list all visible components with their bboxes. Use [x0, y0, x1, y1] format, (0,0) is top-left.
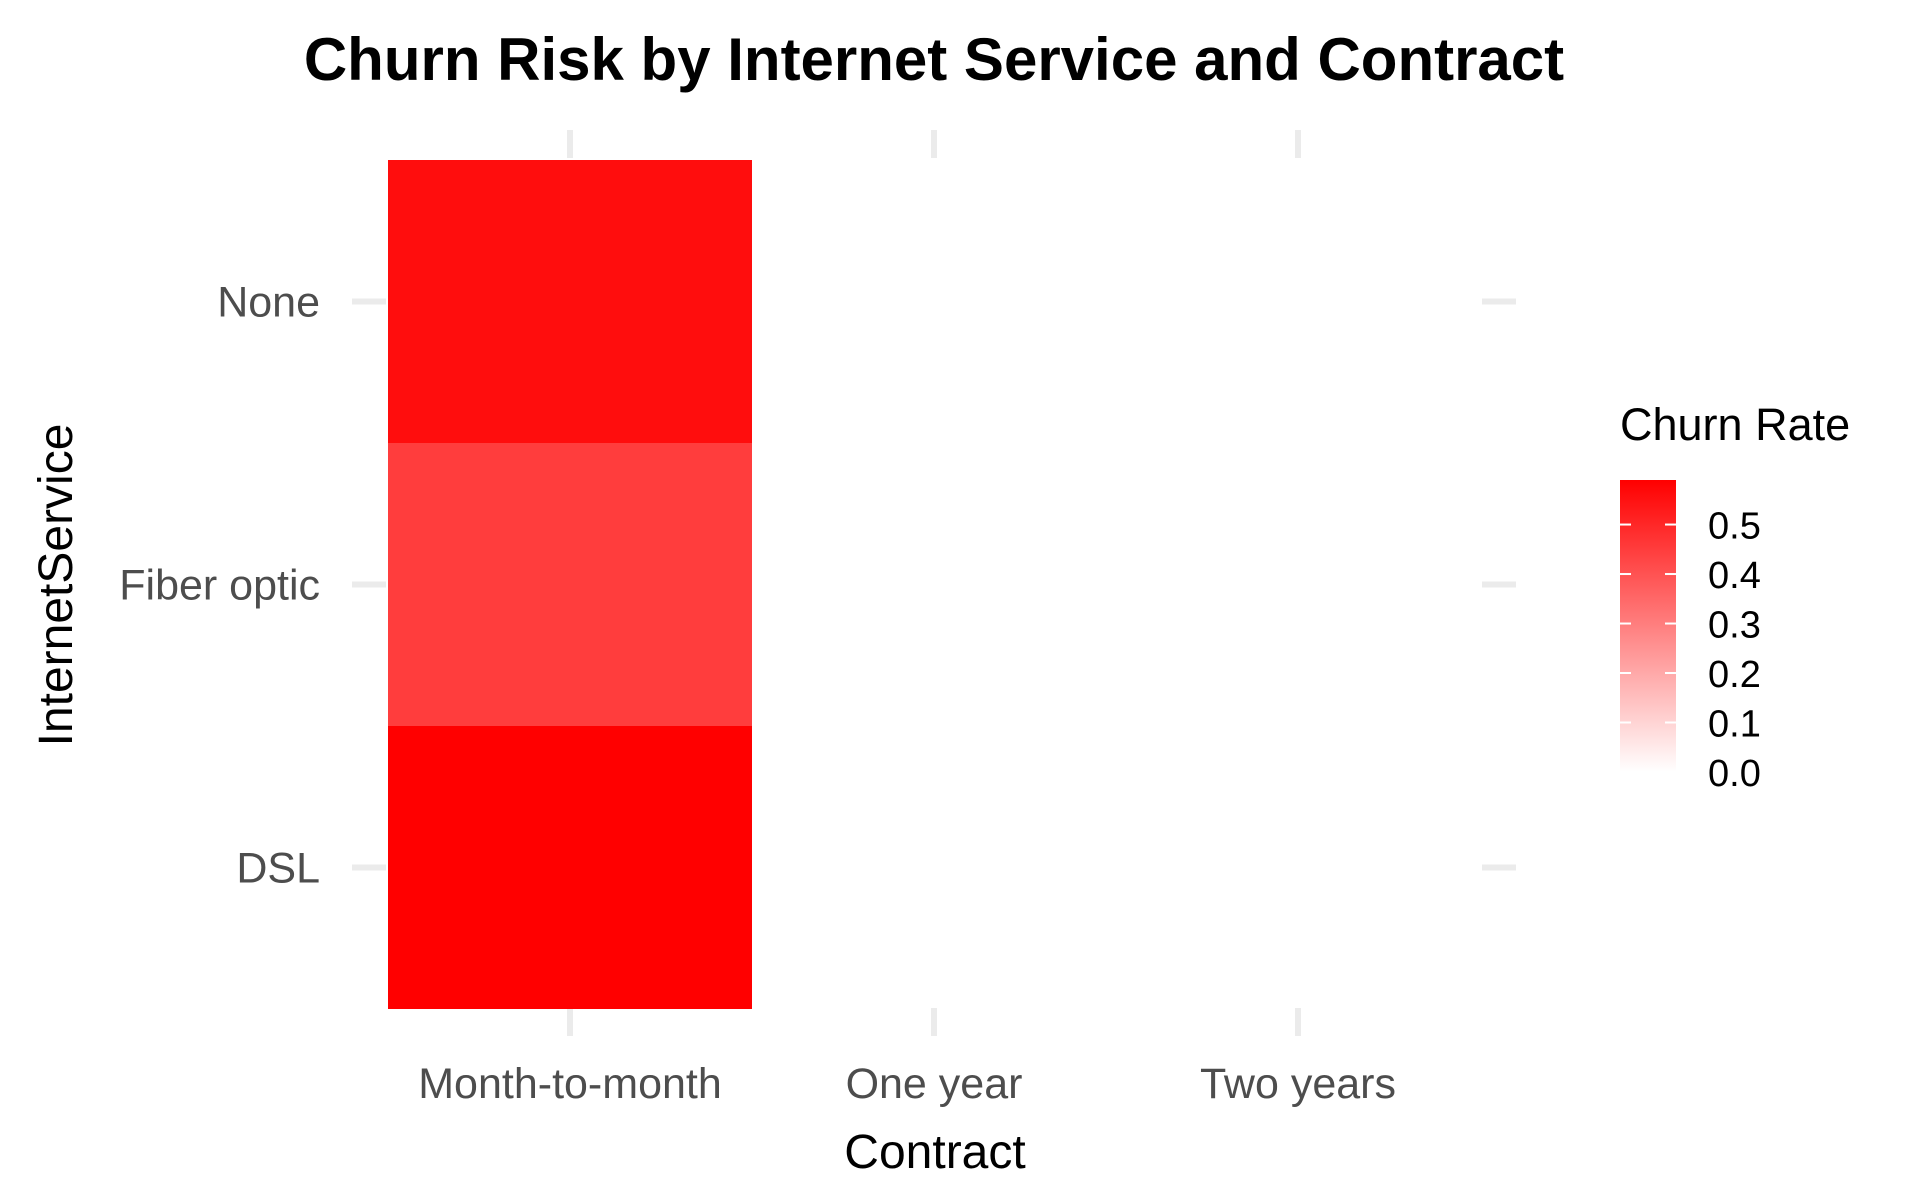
legend-ticks: 0.0 0.1 0.2 0.3 0.4 0.5: [1620, 506, 1761, 795]
legend-tick-label: 0.2: [1708, 654, 1761, 696]
heatmap-cell: [388, 160, 752, 443]
heatmap-cell: [388, 726, 752, 1009]
legend-tick-label: 0.1: [1708, 704, 1761, 746]
chart-title: Churn Risk by Internet Service and Contr…: [304, 26, 1564, 93]
color-legend: Churn Rate 0.0 0.1 0.2 0.3 0.4 0.5: [1620, 399, 1850, 795]
x-axis-tick-labels: Month-to-month One year Two years: [418, 1060, 1396, 1108]
x-tick-label: Month-to-month: [418, 1060, 722, 1108]
x-tick-label: One year: [846, 1060, 1023, 1108]
y-tick-label: DSL: [236, 845, 320, 893]
legend-tick-label: 0.3: [1708, 605, 1761, 647]
x-tick-label: Two years: [1200, 1060, 1396, 1108]
grid-lines: [352, 130, 1516, 1036]
y-axis-title: InternetService: [30, 424, 83, 747]
legend-tick-label: 0.5: [1708, 506, 1761, 548]
heatmap-cells: [388, 160, 752, 1009]
y-axis-tick-labels: DSL Fiber optic None: [119, 279, 320, 893]
y-tick-label: None: [217, 279, 320, 327]
y-tick-label: Fiber optic: [119, 562, 320, 610]
x-axis-title: Contract: [844, 1126, 1025, 1179]
legend-title: Churn Rate: [1620, 399, 1850, 450]
legend-tick-label: 0.0: [1708, 753, 1761, 795]
legend-tick-label: 0.4: [1708, 555, 1761, 597]
heatmap-cell: [388, 443, 752, 726]
